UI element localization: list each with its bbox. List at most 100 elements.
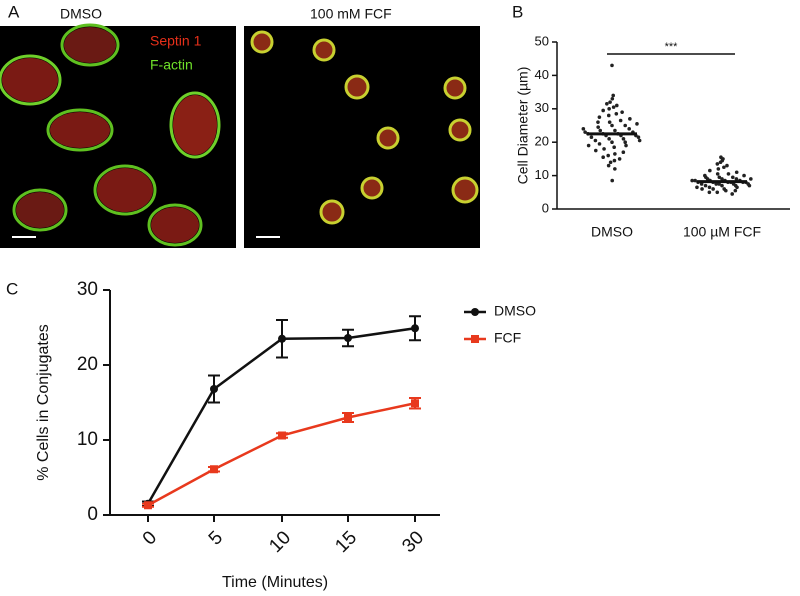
x-tick-label: DMSO — [591, 224, 633, 240]
data-point — [621, 150, 626, 155]
data-point — [693, 178, 697, 183]
data-point — [596, 125, 600, 129]
data-point — [618, 118, 623, 123]
panel-label: B — [512, 2, 523, 21]
x-tick-label: 5 — [205, 527, 227, 549]
data-point — [718, 160, 723, 165]
data-point — [606, 163, 611, 168]
significance-label: *** — [665, 41, 679, 53]
channel-label: F-actin — [150, 57, 193, 73]
data-point — [605, 101, 609, 106]
data-point — [278, 334, 286, 343]
image-title: 100 mM FCF — [310, 6, 392, 22]
y-tick-label: 10 — [535, 167, 549, 182]
data-point — [344, 413, 352, 422]
data-point — [617, 157, 622, 161]
data-point — [606, 153, 611, 158]
data-point — [610, 140, 614, 144]
data-point — [720, 177, 724, 181]
data-point — [715, 162, 720, 166]
data-point — [607, 120, 612, 124]
data-point — [703, 183, 708, 188]
data-point — [610, 96, 615, 101]
data-point — [583, 130, 587, 134]
data-point — [144, 501, 152, 510]
y-tick-label: 10 — [77, 429, 98, 450]
data-point — [601, 155, 605, 160]
data-point — [593, 138, 598, 143]
y-axis-label: Cell Diameter (µm) — [515, 67, 531, 185]
x-tick-label: 100 µM FCF — [683, 224, 761, 240]
data-point — [735, 185, 739, 190]
y-tick-label: 40 — [535, 67, 549, 82]
data-point — [690, 178, 694, 183]
channel-label: Septin 1 — [150, 33, 202, 49]
data-point — [734, 170, 739, 175]
data-point — [613, 128, 617, 133]
data-point — [637, 138, 642, 143]
data-point — [602, 147, 606, 151]
series-line — [147, 402, 416, 507]
data-point — [711, 187, 715, 191]
data-point — [613, 152, 617, 156]
data-point — [725, 163, 729, 168]
data-point — [601, 108, 605, 113]
y-tick-label: 50 — [535, 33, 549, 48]
y-tick-label: 20 — [535, 134, 549, 149]
data-point — [581, 127, 586, 131]
y-tick-label: 0 — [87, 504, 98, 525]
data-point — [742, 173, 746, 178]
data-point — [612, 145, 616, 150]
y-tick-label: 20 — [77, 354, 98, 375]
data-point — [700, 187, 704, 191]
data-point — [720, 183, 724, 188]
data-point — [608, 160, 613, 165]
data-point — [597, 115, 602, 119]
y-axis-label: % Cells in Conjugates — [35, 324, 52, 481]
y-tick-label: 30 — [77, 279, 98, 300]
data-point — [734, 177, 739, 181]
data-point — [611, 93, 616, 98]
data-point — [715, 172, 720, 176]
data-point — [613, 167, 617, 171]
data-point — [610, 178, 615, 183]
data-point — [730, 175, 735, 180]
data-point — [596, 120, 600, 124]
data-point — [610, 123, 614, 128]
panel-label: C — [6, 279, 18, 298]
legend-marker — [471, 308, 479, 316]
data-point — [598, 128, 603, 133]
x-tick-label: 0 — [139, 527, 161, 549]
data-point — [708, 168, 712, 173]
x-tick-label: 15 — [331, 527, 361, 557]
data-point — [614, 112, 619, 116]
panel-label: A — [8, 2, 20, 21]
data-point — [749, 177, 753, 181]
micrograph — [0, 23, 236, 248]
data-point — [733, 188, 738, 193]
data-point — [707, 190, 712, 195]
legend-label: FCF — [494, 330, 521, 346]
data-point — [411, 324, 419, 333]
x-axis-label: Time (Minutes) — [222, 574, 328, 591]
data-point — [597, 142, 602, 146]
data-point — [716, 167, 721, 171]
data-point — [411, 399, 419, 408]
data-point — [724, 188, 728, 193]
data-point — [627, 127, 631, 131]
data-point — [623, 123, 628, 128]
data-point — [621, 137, 626, 141]
legend-marker — [471, 335, 479, 343]
data-point — [608, 100, 612, 104]
data-point — [695, 185, 699, 190]
data-point — [607, 137, 611, 141]
data-point — [606, 113, 611, 118]
data-point — [624, 143, 628, 148]
data-point — [722, 165, 726, 170]
x-tick-label: 10 — [265, 527, 295, 557]
data-point — [636, 135, 641, 139]
data-point — [610, 63, 614, 68]
data-point — [726, 172, 731, 176]
data-point — [607, 107, 611, 111]
data-point — [715, 190, 720, 195]
